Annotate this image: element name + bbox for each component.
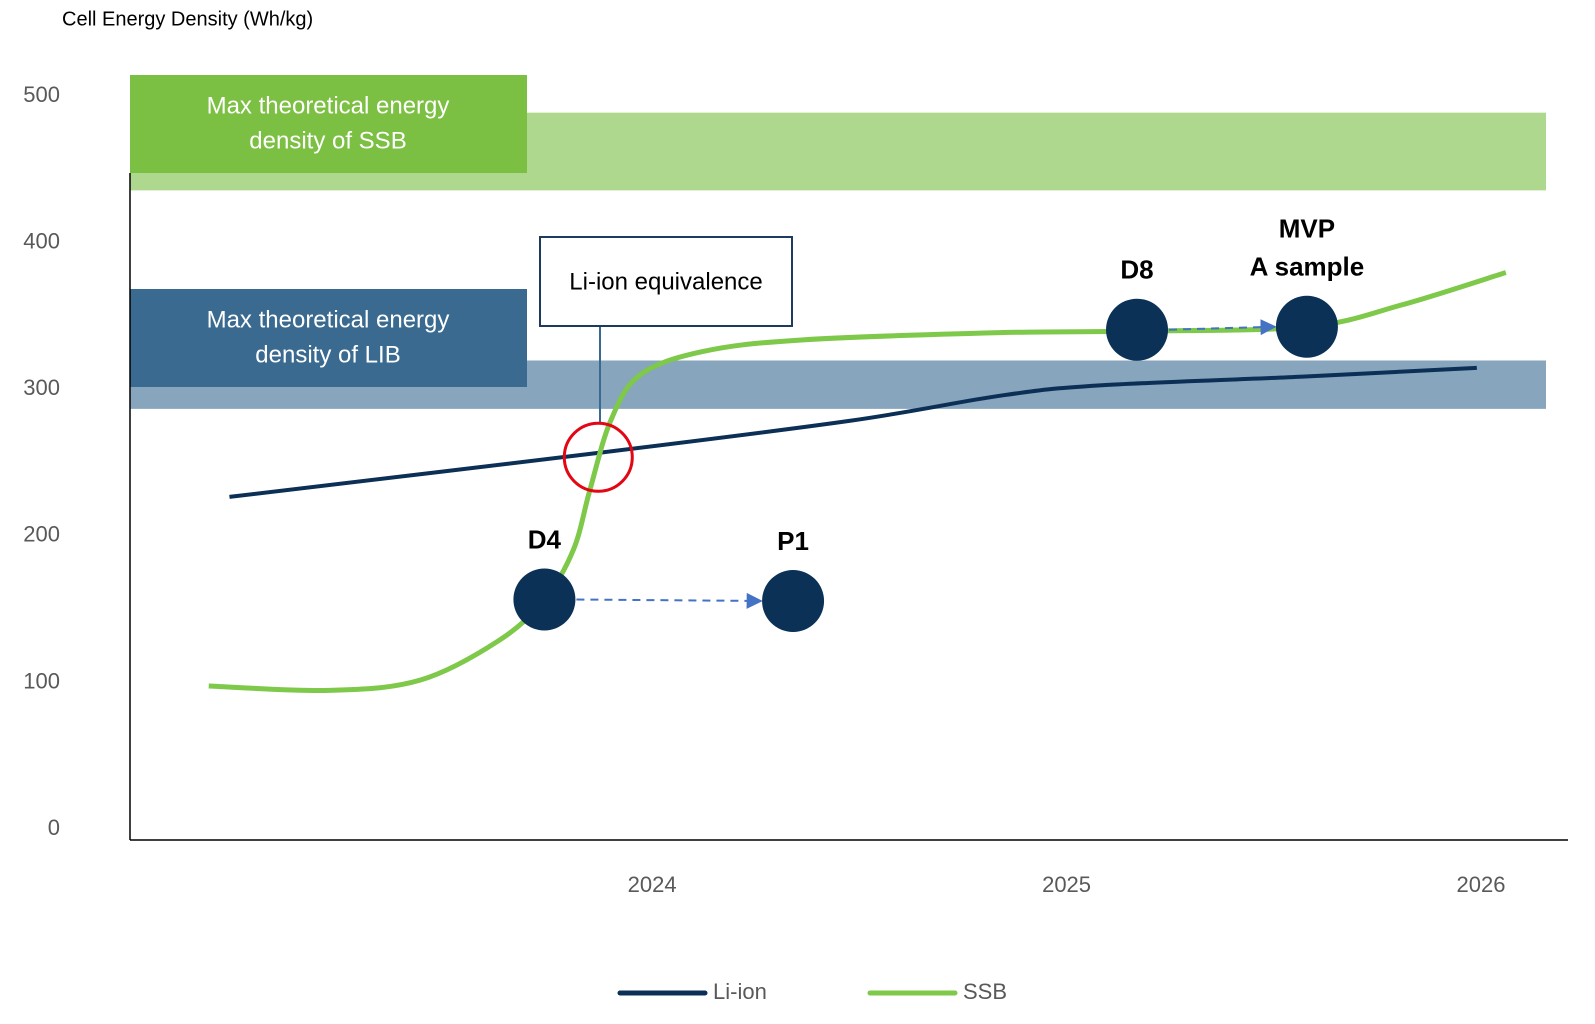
milestone [513,568,576,631]
x-tick-label: 2026 [1456,872,1505,897]
milestone-arrow [576,592,763,609]
y-axis-label: Cell Energy Density (Wh/kg) [62,8,313,30]
y-tick-label: 300 [23,375,60,400]
series-line [208,270,1507,694]
milestone-label: A sample [1250,252,1365,282]
band-label: Max theoretical energy [207,92,450,119]
equivalence-marker [562,421,634,493]
x-tick-label: 2024 [628,872,677,897]
y-tick-label: 100 [23,668,60,693]
x-tick-label: 2025 [1042,872,1091,897]
milestone-arrow [1168,319,1277,336]
milestone [1106,298,1169,361]
y-tick-label: 200 [23,522,60,547]
band-label-box [130,289,527,387]
band-label: density of SSB [249,127,406,154]
band-label: density of LIB [255,341,400,368]
legend-label: SSB [963,979,1007,1004]
y-tick-label: 0 [48,815,60,840]
milestone-label: D8 [1120,255,1153,285]
legend-label: Li-ion [713,979,767,1004]
milestone [762,569,825,632]
y-tick-label: 400 [23,228,60,253]
milestone-label: D4 [528,524,562,554]
milestone-label: P1 [777,526,809,556]
band-label: Max theoretical energy [207,306,450,333]
annotation-box [539,236,793,327]
series-line [229,365,1477,499]
y-tick-label: 500 [23,82,60,107]
annotation-label: Li-ion equivalence [569,268,762,295]
milestone [1275,295,1338,358]
milestone-label: MVP [1279,214,1335,244]
band-label-box [130,75,527,173]
